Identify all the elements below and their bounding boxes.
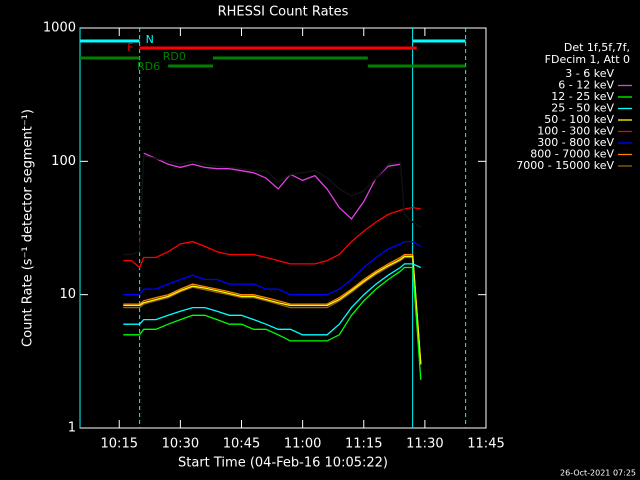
data-line bbox=[123, 253, 422, 365]
legend-label: 300 - 800 keV bbox=[537, 136, 614, 149]
flag-label: RD6 bbox=[137, 60, 160, 73]
legend-label: 100 - 300 keV bbox=[537, 125, 614, 138]
data-line bbox=[123, 206, 421, 269]
x-tick-label: 11:00 bbox=[284, 437, 321, 452]
legend-label: 7000 - 15000 keV bbox=[516, 159, 614, 172]
x-axis-label: Start Time (04-Feb-16 10:05:22) bbox=[178, 456, 388, 471]
legend-label: 6 - 12 keV bbox=[558, 79, 614, 92]
legend-header: FDecim 1, Att 0 bbox=[545, 53, 630, 66]
flag-label: N bbox=[146, 33, 154, 46]
data-line bbox=[123, 263, 422, 336]
legend-label: 12 - 25 keV bbox=[551, 90, 614, 103]
legend-label: 50 - 100 keV bbox=[544, 113, 614, 126]
x-tick-label: 10:30 bbox=[162, 437, 199, 452]
flag-label: F bbox=[127, 41, 133, 54]
x-tick-label: 11:45 bbox=[467, 437, 504, 452]
y-tick-label: 1000 bbox=[43, 21, 76, 36]
timestamp: 26-Oct-2021 07:25 bbox=[560, 469, 636, 478]
data-line bbox=[123, 255, 422, 365]
data-line bbox=[123, 256, 422, 365]
y-axis-label: Count Rate (s⁻¹ detector segment⁻¹) bbox=[21, 109, 36, 347]
y-tick-label: 100 bbox=[51, 154, 76, 169]
x-tick-label: 11:15 bbox=[345, 437, 382, 452]
x-tick-label: 11:30 bbox=[406, 437, 443, 452]
data-line bbox=[123, 240, 422, 296]
y-tick-label: 1 bbox=[68, 421, 76, 436]
y-tick-label: 10 bbox=[59, 287, 76, 302]
legend-label: 3 - 6 keV bbox=[565, 67, 614, 80]
x-tick-label: 10:15 bbox=[101, 437, 138, 452]
data-line bbox=[123, 266, 422, 380]
data-line bbox=[143, 152, 401, 220]
legend-header: Det 1f,5f,7f, bbox=[564, 41, 630, 54]
legend-label: 800 - 7000 keV bbox=[530, 148, 614, 161]
chart-title: RHESSI Count Rates bbox=[218, 5, 349, 20]
flag-label: RD0 bbox=[163, 50, 186, 63]
data-line bbox=[123, 154, 422, 256]
legend-label: 25 - 50 keV bbox=[551, 102, 614, 115]
x-tick-label: 10:45 bbox=[223, 437, 260, 452]
